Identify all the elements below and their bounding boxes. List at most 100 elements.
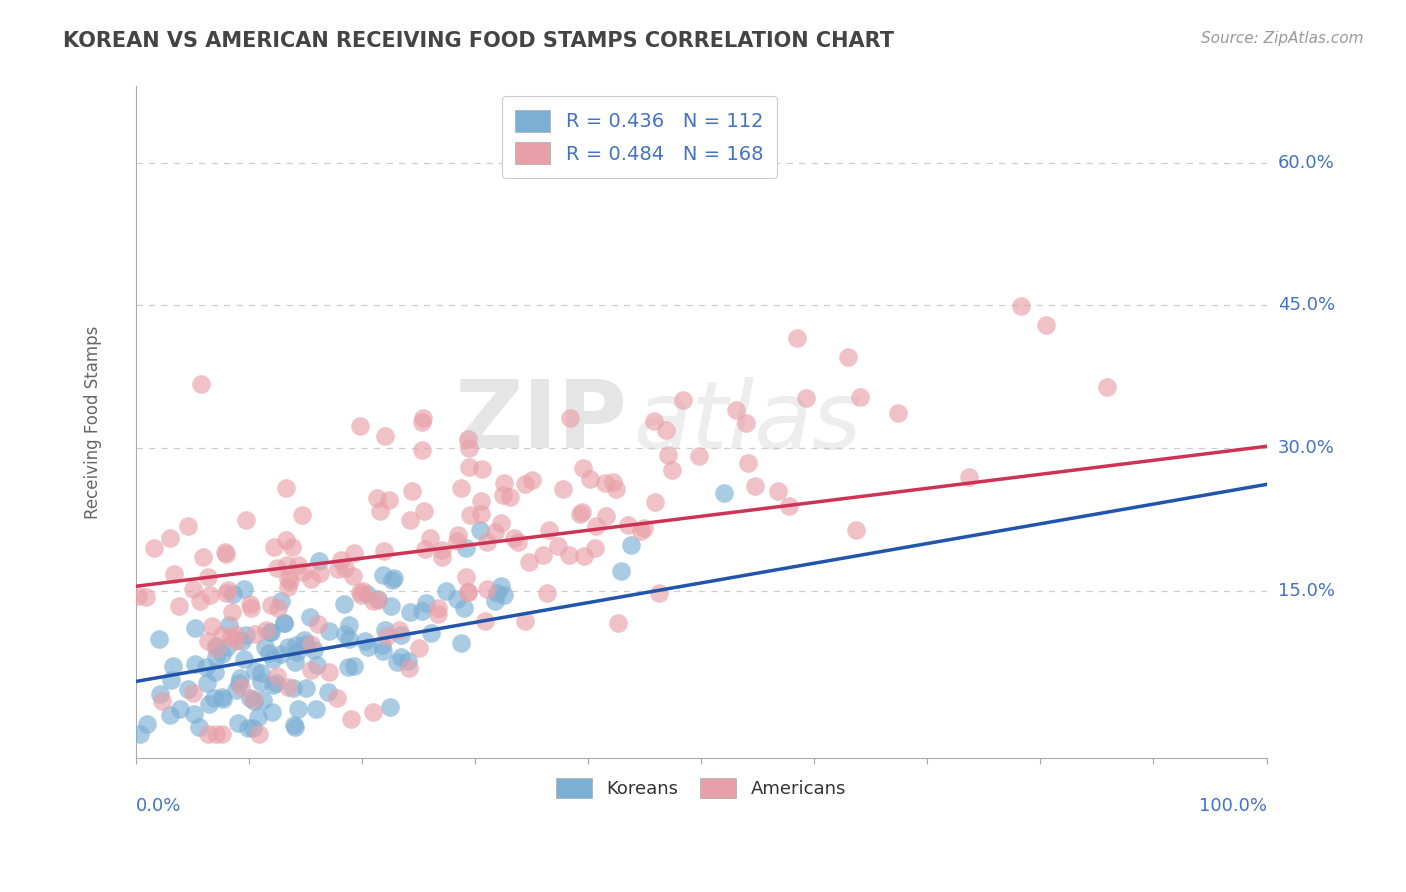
- Point: [201, 619, 224, 633]
- Point: [129, 727, 152, 741]
- Point: [453, 601, 475, 615]
- Point: [361, 705, 384, 719]
- Point: [257, 646, 280, 660]
- Point: [277, 572, 299, 586]
- Point: [214, 547, 236, 561]
- Point: [169, 599, 191, 613]
- Text: Receiving Food Stamps: Receiving Food Stamps: [84, 326, 101, 519]
- Point: [352, 583, 374, 598]
- Point: [211, 647, 233, 661]
- Point: [302, 643, 325, 657]
- Point: [657, 448, 679, 462]
- Point: [215, 586, 238, 600]
- Point: [214, 545, 236, 559]
- Point: [486, 585, 509, 599]
- Point: [239, 597, 262, 611]
- Point: [274, 481, 297, 495]
- Text: 30.0%: 30.0%: [1278, 439, 1334, 458]
- Point: [475, 535, 498, 549]
- Point: [354, 634, 377, 648]
- Point: [242, 692, 264, 706]
- Point: [183, 707, 205, 722]
- Point: [426, 607, 449, 622]
- Point: [336, 660, 359, 674]
- Point: [457, 585, 479, 599]
- Point: [247, 727, 270, 741]
- Point: [430, 549, 453, 564]
- Point: [240, 601, 263, 615]
- Point: [419, 626, 441, 640]
- Point: [484, 524, 506, 539]
- Point: [412, 410, 434, 425]
- Point: [233, 582, 256, 596]
- Point: [381, 573, 404, 587]
- Point: [150, 694, 173, 708]
- Point: [593, 476, 616, 491]
- Point: [389, 650, 412, 665]
- Point: [408, 640, 430, 655]
- Point: [295, 681, 318, 695]
- Text: 60.0%: 60.0%: [1278, 153, 1334, 171]
- Point: [278, 574, 301, 588]
- Point: [298, 609, 321, 624]
- Point: [318, 624, 340, 638]
- Point: [1097, 380, 1119, 394]
- Point: [273, 616, 295, 631]
- Point: [281, 540, 304, 554]
- Point: [333, 627, 356, 641]
- Point: [277, 681, 299, 695]
- Point: [276, 558, 298, 573]
- Point: [371, 644, 394, 658]
- Point: [342, 569, 364, 583]
- Point: [349, 419, 371, 434]
- Point: [260, 598, 283, 612]
- Point: [217, 640, 239, 654]
- Point: [252, 693, 274, 707]
- Point: [292, 632, 315, 647]
- Point: [617, 517, 640, 532]
- Point: [468, 524, 491, 538]
- Point: [492, 475, 515, 490]
- Point: [242, 694, 264, 708]
- Point: [159, 673, 181, 687]
- Point: [273, 615, 295, 630]
- Point: [377, 629, 399, 643]
- Point: [387, 655, 409, 669]
- Point: [337, 618, 360, 632]
- Point: [366, 491, 388, 505]
- Point: [537, 523, 560, 537]
- Point: [299, 572, 322, 586]
- Point: [228, 676, 250, 690]
- Point: [177, 681, 200, 696]
- Point: [212, 692, 235, 706]
- Point: [281, 681, 304, 695]
- Point: [337, 632, 360, 646]
- Point: [373, 543, 395, 558]
- Point: [159, 708, 181, 723]
- Point: [643, 414, 665, 428]
- Point: [744, 479, 766, 493]
- Point: [446, 591, 468, 606]
- Point: [285, 645, 308, 659]
- Legend: Koreans, Americans: Koreans, Americans: [548, 771, 853, 805]
- Point: [484, 594, 506, 608]
- Point: [778, 499, 800, 513]
- Point: [447, 528, 470, 542]
- Point: [177, 519, 200, 533]
- Point: [219, 630, 242, 644]
- Point: [284, 720, 307, 734]
- Point: [401, 483, 423, 498]
- Point: [305, 702, 328, 716]
- Point: [725, 403, 748, 417]
- Point: [287, 558, 309, 572]
- Point: [398, 513, 420, 527]
- Point: [845, 524, 868, 538]
- Point: [378, 492, 401, 507]
- Point: [595, 509, 617, 524]
- Point: [551, 482, 574, 496]
- Text: 0.0%: 0.0%: [136, 797, 181, 814]
- Point: [195, 676, 218, 690]
- Point: [343, 659, 366, 673]
- Point: [239, 691, 262, 706]
- Point: [633, 521, 655, 535]
